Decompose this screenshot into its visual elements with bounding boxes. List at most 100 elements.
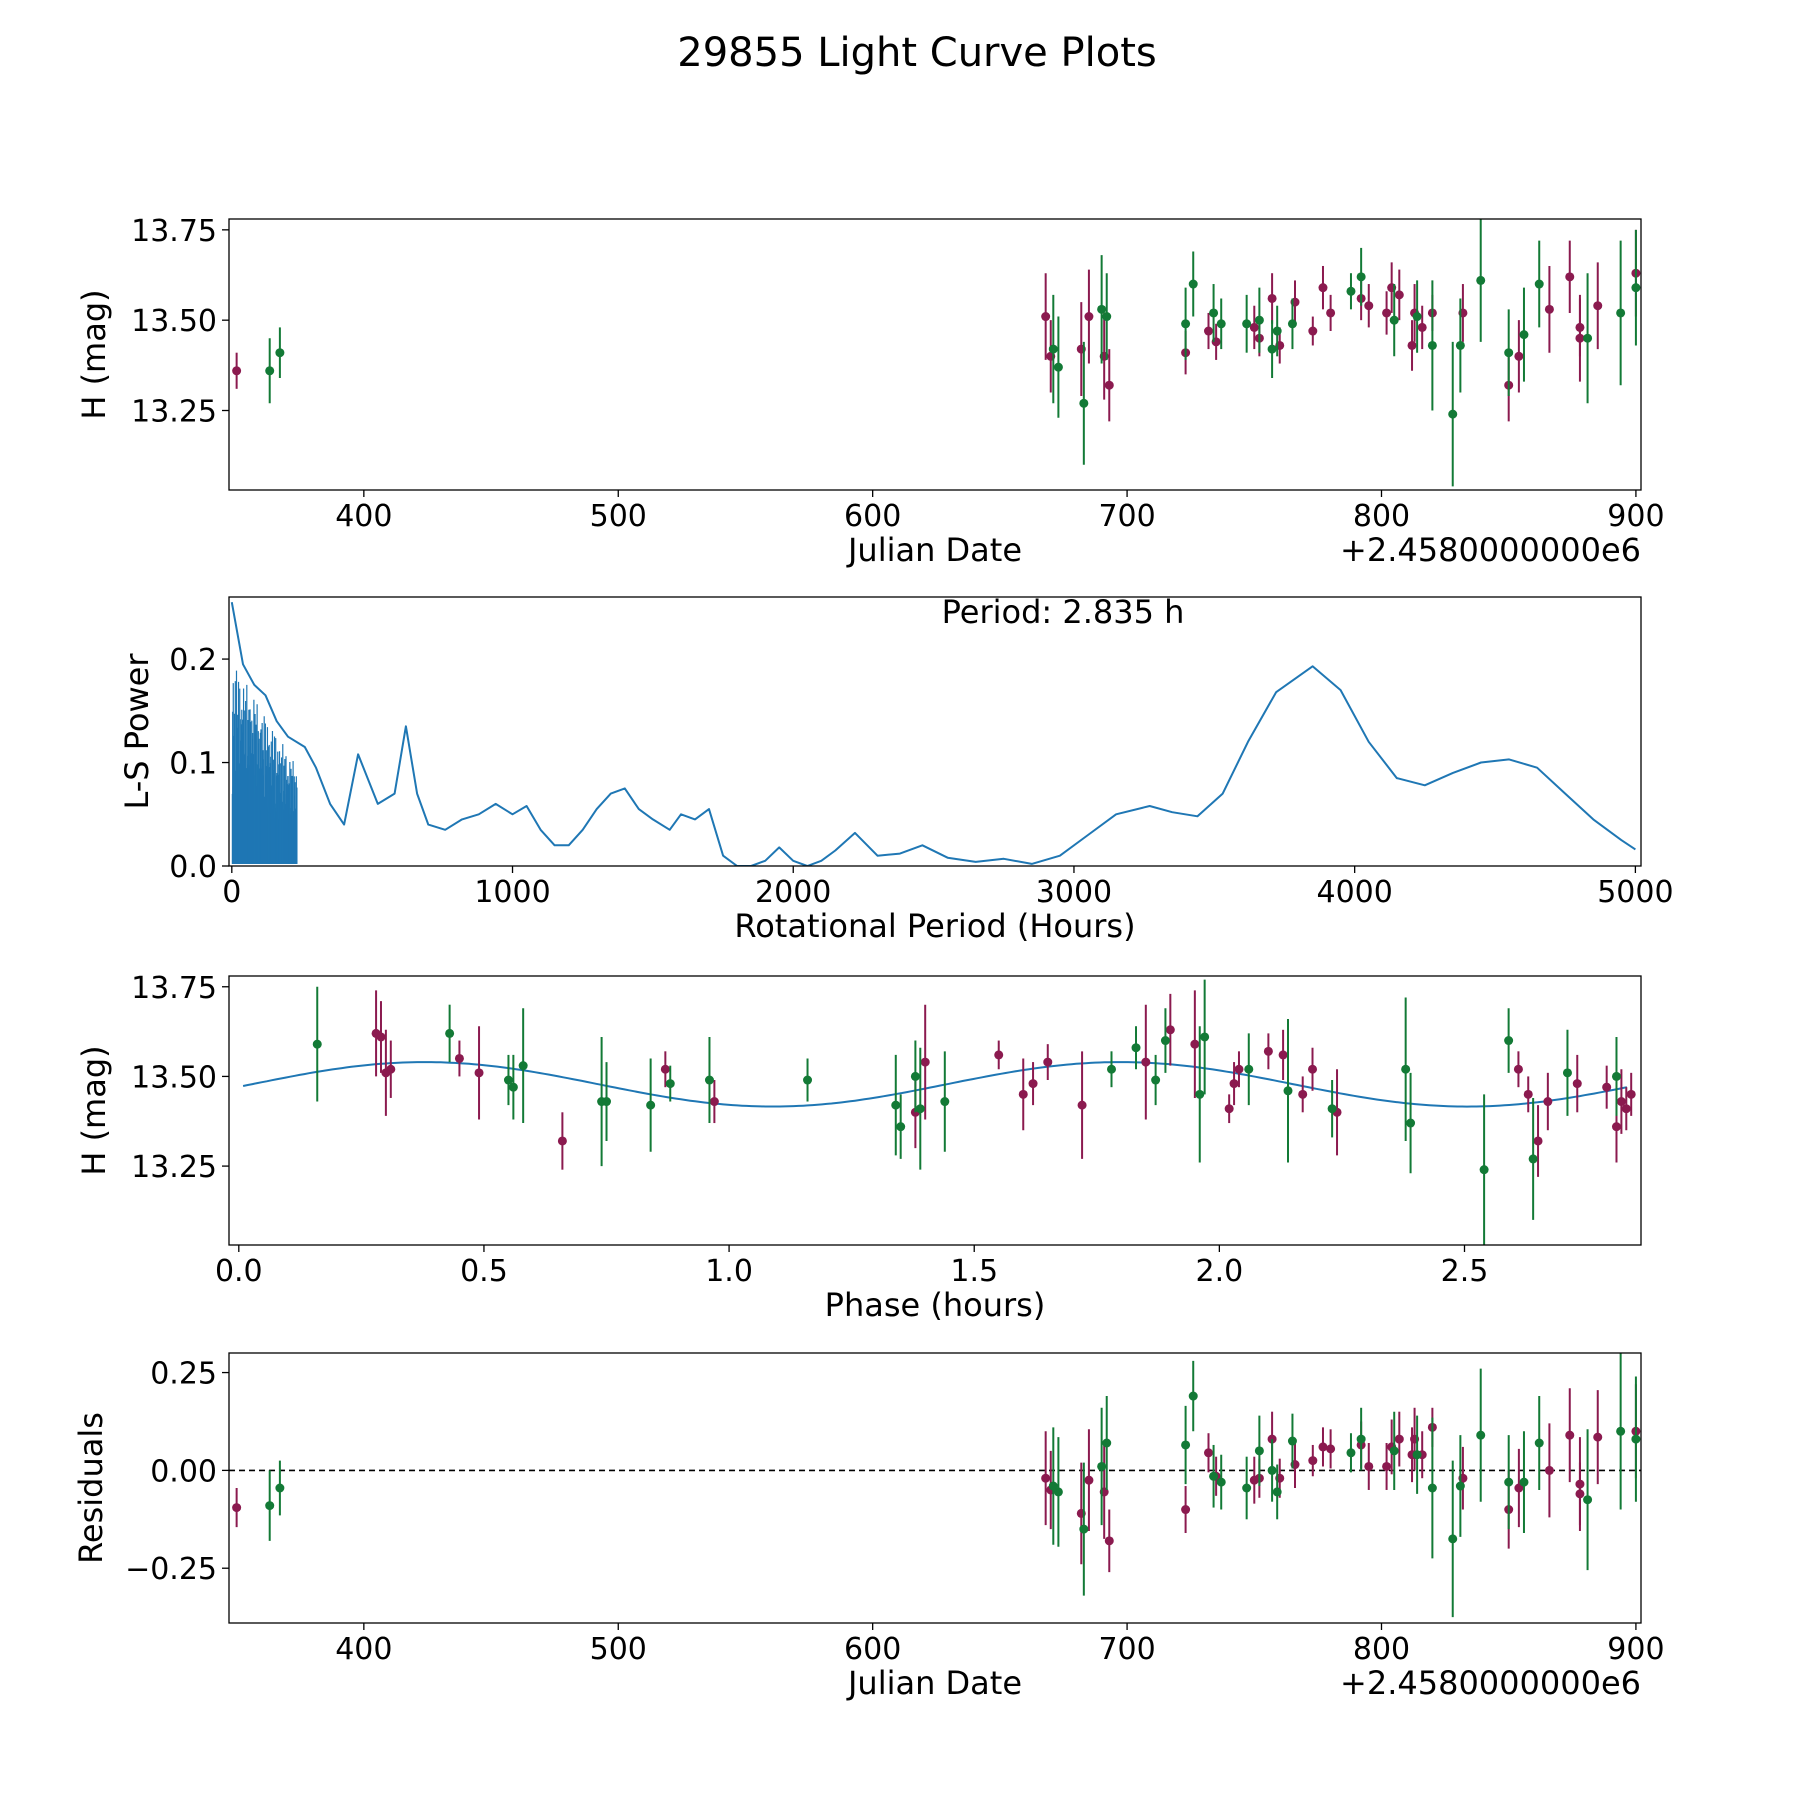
data-point-r xyxy=(1572,1079,1582,1089)
data-point-r xyxy=(1041,1473,1051,1483)
data-point-r xyxy=(1141,1057,1151,1067)
x-offset-label: +2.4580000000e6 xyxy=(1340,531,1641,569)
data-point-r xyxy=(1593,301,1603,311)
data-point-r xyxy=(1382,308,1392,318)
data-point-r xyxy=(1249,322,1259,332)
y-tick-label: −0.25 xyxy=(125,1552,217,1587)
data-point-g xyxy=(1188,1391,1198,1401)
data-point-r xyxy=(1190,1039,1200,1049)
data-point-g xyxy=(1048,1481,1058,1491)
data-point-r xyxy=(376,1032,386,1042)
data-point-g xyxy=(1053,1487,1063,1497)
x-tick-label: 0.5 xyxy=(460,1254,508,1289)
data-point-r xyxy=(454,1053,464,1063)
y-tick-label: 13.50 xyxy=(131,304,217,339)
data-point-g xyxy=(1389,1446,1399,1456)
data-point-g xyxy=(1389,315,1399,325)
data-point-r xyxy=(1575,322,1585,332)
data-point-g xyxy=(1631,283,1641,293)
data-point-g xyxy=(1519,1477,1529,1487)
x-tick-label: 3000 xyxy=(1036,875,1112,910)
x-tick-label: 5000 xyxy=(1597,875,1673,910)
data-point-g xyxy=(1519,330,1529,340)
data-point-g xyxy=(1287,1436,1297,1446)
data-point-r xyxy=(1616,1097,1626,1107)
data-point-g xyxy=(1401,1064,1411,1074)
x-tick-label: 500 xyxy=(590,1632,647,1667)
axes-frame xyxy=(228,596,1642,867)
data-point-g xyxy=(1562,1068,1572,1078)
data-point-g xyxy=(1504,1477,1514,1487)
data-point-g xyxy=(1097,1461,1107,1471)
plot-area xyxy=(242,979,1636,1245)
data-point-g xyxy=(1476,275,1486,285)
data-point-r xyxy=(1417,322,1427,332)
data-point-r xyxy=(232,366,242,376)
y-tick-label: 13.25 xyxy=(131,395,217,430)
data-point-g xyxy=(1287,319,1297,329)
data-point-g xyxy=(1283,1086,1293,1096)
data-point-r xyxy=(709,1097,719,1107)
data-point-g xyxy=(1079,398,1089,408)
data-point-g xyxy=(896,1122,906,1132)
x-tick-label: 600 xyxy=(844,1632,901,1667)
plot-area xyxy=(229,1353,1641,1618)
data-point-g xyxy=(1476,1430,1486,1440)
figure-title: 29855 Light Curve Plots xyxy=(677,30,1156,76)
x-tick-label: 400 xyxy=(335,1632,392,1667)
data-point-r xyxy=(1326,1444,1336,1454)
x-tick-label: 1.5 xyxy=(950,1254,998,1289)
data-point-g xyxy=(704,1075,714,1085)
data-point-r xyxy=(1544,1465,1554,1475)
data-point-r xyxy=(1229,1079,1239,1089)
data-point-g xyxy=(1272,1487,1282,1497)
x-tick-label: 1000 xyxy=(474,875,550,910)
data-point-g xyxy=(1254,315,1264,325)
x-tick-label: 800 xyxy=(1353,1632,1410,1667)
data-point-g xyxy=(910,1071,920,1081)
data-point-g xyxy=(1427,1483,1437,1493)
data-point-g xyxy=(1631,1434,1641,1444)
x-tick-label: 500 xyxy=(590,499,647,534)
data-point-r xyxy=(1203,1448,1213,1458)
data-point-r xyxy=(1267,293,1277,303)
x-axis-label: Rotational Period (Hours) xyxy=(734,907,1135,945)
x-tick-label: 2.0 xyxy=(1196,1254,1244,1289)
plot-area xyxy=(230,602,1636,866)
data-point-r xyxy=(1181,1505,1191,1515)
y-tick-label: 0.1 xyxy=(169,747,217,782)
data-point-r xyxy=(1028,1079,1038,1089)
data-point-r xyxy=(1084,312,1094,322)
panel-residuals: 400 500 600 700 800 900 0.25 0.00 −0.25 Julian Da… xyxy=(72,1352,1665,1702)
y-tick-label: 13.25 xyxy=(131,1150,217,1185)
data-point-g xyxy=(1048,344,1058,354)
x-axis-label: Julian Date xyxy=(846,531,1022,569)
data-point-g xyxy=(1160,1036,1170,1046)
data-point-r xyxy=(1298,1089,1308,1099)
data-point-g xyxy=(518,1061,528,1071)
data-point-r xyxy=(1514,1483,1524,1493)
data-point-r xyxy=(1364,1461,1374,1471)
panel-phase-folded: 0.0 0.5 1.0 1.5 2.0 2.5 13.25 13.50 13.75 Phase (… xyxy=(75,971,1642,1324)
data-point-g xyxy=(1504,348,1514,358)
data-point-g xyxy=(1151,1075,1161,1085)
x-tick-label: 900 xyxy=(1607,1632,1664,1667)
data-point-g xyxy=(1131,1043,1141,1053)
data-point-r xyxy=(1544,304,1554,314)
x-tick-label: 700 xyxy=(1098,499,1155,534)
data-point-g xyxy=(1583,1495,1593,1505)
x-tick-label: 2000 xyxy=(755,875,831,910)
panel-title: Period: 2.835 h xyxy=(942,593,1185,631)
data-point-g xyxy=(1181,319,1191,329)
data-point-r xyxy=(1382,1461,1392,1471)
y-axis-label: H (mag) xyxy=(75,1045,113,1175)
data-point-g xyxy=(1479,1165,1489,1175)
periodogram-dense-region xyxy=(231,670,298,864)
y-tick-label: 13.75 xyxy=(131,971,217,1006)
x-axis-label: Phase (hours) xyxy=(825,1286,1046,1324)
data-point-g xyxy=(1053,362,1063,372)
data-point-r xyxy=(1364,301,1374,311)
data-point-g xyxy=(1455,1481,1465,1491)
data-point-g xyxy=(1216,1477,1226,1487)
